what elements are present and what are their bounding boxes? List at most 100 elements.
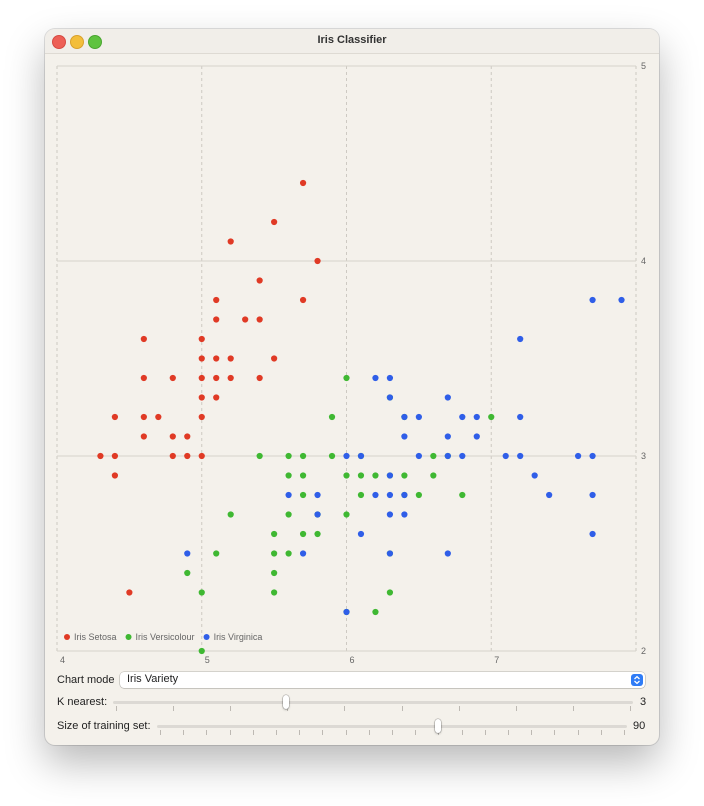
data-point bbox=[198, 452, 205, 460]
data-point bbox=[415, 413, 422, 421]
slider-tick bbox=[116, 706, 117, 711]
data-point bbox=[242, 316, 249, 323]
data-point bbox=[227, 355, 234, 362]
data-point bbox=[343, 452, 350, 460]
data-point bbox=[386, 589, 394, 596]
data-point bbox=[589, 530, 596, 538]
training-set-label: Size of training set: bbox=[57, 720, 151, 732]
data-point bbox=[386, 511, 394, 518]
x-tick-label: 7 bbox=[494, 655, 499, 665]
slider-knob[interactable] bbox=[282, 695, 289, 709]
data-point bbox=[213, 316, 220, 323]
data-point bbox=[473, 413, 480, 421]
slider-tick bbox=[600, 730, 602, 735]
data-point bbox=[198, 413, 205, 421]
data-point bbox=[271, 589, 278, 596]
data-point bbox=[256, 316, 263, 323]
data-point bbox=[169, 452, 176, 460]
data-point bbox=[444, 394, 451, 401]
data-point bbox=[357, 472, 365, 479]
data-point bbox=[256, 277, 263, 284]
data-point bbox=[299, 491, 307, 499]
data-point bbox=[213, 394, 220, 401]
data-point bbox=[488, 413, 495, 421]
data-point bbox=[299, 550, 307, 557]
slider-tick bbox=[458, 706, 460, 711]
slider-tick bbox=[229, 730, 231, 735]
data-point bbox=[502, 452, 509, 460]
data-point bbox=[285, 511, 292, 518]
app-window: Iris Classifier 4 5 6 7 5 4 3 2 Iris Setosa Iris … bbox=[45, 29, 659, 745]
data-point bbox=[169, 374, 176, 382]
chart-mode-select[interactable]: Iris Variety bbox=[120, 672, 645, 688]
data-point bbox=[343, 374, 350, 382]
data-point bbox=[271, 569, 278, 577]
y-tick-label: 2 bbox=[641, 646, 646, 656]
slider-knob[interactable] bbox=[435, 719, 442, 733]
data-point bbox=[184, 550, 191, 557]
slider-tick bbox=[252, 730, 254, 735]
x-tick-label: 4 bbox=[60, 655, 65, 665]
data-point bbox=[343, 511, 350, 518]
data-point bbox=[227, 238, 234, 245]
data-point bbox=[444, 433, 451, 440]
title-bar: Iris Classifier bbox=[45, 29, 659, 54]
data-point bbox=[140, 433, 147, 440]
chart-mode-value: Iris Variety bbox=[127, 673, 179, 685]
data-point bbox=[198, 335, 205, 343]
k-nearest-track bbox=[113, 701, 633, 704]
data-point bbox=[213, 550, 220, 557]
data-point bbox=[517, 335, 524, 343]
data-point bbox=[517, 413, 524, 421]
slider-tick bbox=[401, 706, 403, 711]
data-point bbox=[328, 413, 336, 421]
training-set-slider[interactable] bbox=[157, 718, 627, 735]
data-point bbox=[198, 355, 205, 362]
chart-mode-label: Chart mode bbox=[57, 674, 115, 686]
data-point bbox=[372, 491, 379, 499]
slider-tick bbox=[577, 730, 579, 735]
data-point bbox=[126, 589, 133, 596]
data-point bbox=[314, 511, 321, 518]
close-window-button[interactable] bbox=[52, 35, 66, 49]
window-title: Iris Classifier bbox=[317, 34, 387, 46]
data-point bbox=[372, 374, 379, 382]
data-point bbox=[299, 296, 307, 304]
data-point bbox=[111, 413, 118, 421]
slider-tick bbox=[531, 730, 533, 735]
slider-tick bbox=[287, 706, 289, 711]
data-point bbox=[386, 550, 394, 557]
slider-tick bbox=[183, 730, 185, 735]
data-point bbox=[314, 491, 321, 499]
data-point bbox=[184, 452, 191, 460]
k-nearest-label: K nearest: bbox=[57, 696, 108, 708]
data-point bbox=[285, 472, 292, 479]
data-point bbox=[575, 452, 582, 460]
scatter-chart[interactable]: 4 5 6 7 5 4 3 2 Iris Setosa Iris Versicolour Iris … bbox=[45, 54, 659, 694]
slider-tick bbox=[461, 730, 463, 735]
slider-tick bbox=[276, 730, 277, 735]
data-point bbox=[589, 296, 596, 304]
slider-tick bbox=[508, 730, 509, 735]
data-point bbox=[299, 179, 307, 187]
data-point bbox=[111, 472, 118, 479]
data-point bbox=[213, 355, 220, 362]
data-point bbox=[386, 394, 394, 401]
data-point bbox=[299, 472, 307, 479]
data-point bbox=[184, 433, 191, 440]
data-point bbox=[343, 608, 350, 616]
minimize-window-button[interactable] bbox=[70, 35, 84, 49]
y-tick-label: 3 bbox=[641, 451, 646, 461]
slider-tick bbox=[230, 706, 232, 711]
slider-tick bbox=[572, 706, 574, 711]
slider-tick bbox=[322, 730, 324, 735]
k-nearest-slider[interactable] bbox=[113, 694, 633, 711]
data-point bbox=[140, 413, 147, 421]
data-point bbox=[271, 218, 278, 226]
zoom-window-button[interactable] bbox=[88, 35, 102, 49]
data-point bbox=[227, 374, 234, 382]
data-point bbox=[401, 472, 408, 479]
data-point bbox=[140, 335, 147, 343]
data-point bbox=[140, 374, 147, 382]
legend-entry: Iris Versicolour bbox=[136, 632, 195, 642]
